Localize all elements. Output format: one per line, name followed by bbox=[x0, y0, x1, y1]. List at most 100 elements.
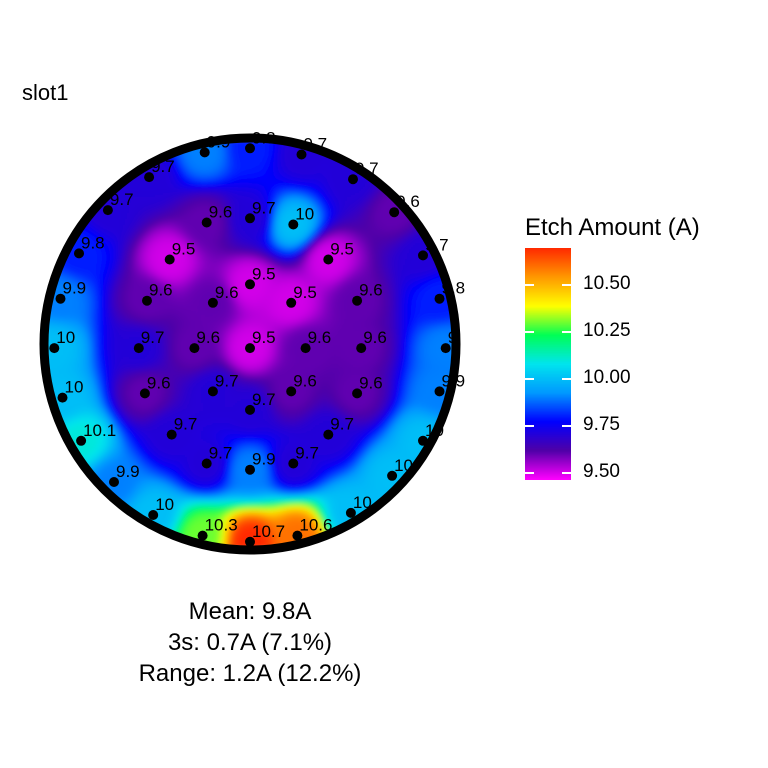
measurement-label: 9.6 bbox=[196, 328, 220, 347]
measurement-point bbox=[286, 297, 297, 308]
measurement-label: 9.7 bbox=[252, 198, 276, 217]
measurement-point bbox=[199, 147, 210, 158]
measurement-label: 9.9 bbox=[252, 450, 276, 469]
measurement-label: 9.6 bbox=[215, 283, 239, 302]
measurement-points bbox=[49, 143, 451, 547]
legend-tick-label: 10.25 bbox=[583, 320, 631, 342]
measurement-label: 9.6 bbox=[308, 328, 332, 347]
measurement-label: 9.5 bbox=[293, 283, 317, 302]
legend-title: Etch Amount (A) bbox=[525, 214, 700, 241]
measurement-point bbox=[300, 343, 311, 354]
measurement-labels: 9.8 9.9 9.7 9.7 9.7 9.7 9.6 9.8 9.7 9.9 9.8 10 9 10 9.… bbox=[56, 128, 466, 541]
measurement-point bbox=[201, 458, 212, 469]
legend-colorbar bbox=[525, 248, 571, 480]
legend-tick-label: 10.00 bbox=[583, 367, 631, 388]
measurement-point bbox=[55, 293, 66, 304]
legend-tick-label: 9.75 bbox=[583, 413, 620, 435]
measurement-point bbox=[440, 343, 451, 354]
measurement-label: 9.5 bbox=[252, 328, 276, 347]
measurement-label: 9.5 bbox=[252, 264, 276, 283]
measurement-point bbox=[201, 217, 212, 228]
measurement-label: 9.7 bbox=[209, 444, 233, 463]
measurement-point bbox=[245, 343, 255, 354]
stat-range: Range: 1.2A (12.2%) bbox=[138, 660, 362, 687]
measurement-label: 9.6 bbox=[359, 281, 383, 300]
measurement-point bbox=[286, 386, 297, 397]
legend-tick-label: 9.50 bbox=[583, 460, 620, 482]
measurement-label: 9.6 bbox=[359, 373, 383, 392]
measurement-label: 9.7 bbox=[330, 415, 354, 434]
measurement-label: 9.7 bbox=[141, 328, 165, 347]
stats-summary: Mean: 9.8A 3s: 0.7A (7.1%) Range: 1.2A (… bbox=[0, 596, 500, 689]
measurement-point bbox=[348, 174, 358, 185]
measurement-point bbox=[164, 254, 175, 265]
measurement-point bbox=[245, 213, 255, 224]
measurement-point bbox=[197, 530, 208, 541]
measurement-point bbox=[292, 530, 303, 541]
measurement-label: 10 bbox=[56, 328, 75, 347]
measurement-label: 9.8 bbox=[252, 128, 276, 147]
measurement-label: 10.1 bbox=[83, 421, 116, 440]
measurement-label: 10 bbox=[425, 421, 444, 440]
measurement-label: 10.6 bbox=[299, 516, 332, 535]
measurement-point bbox=[245, 143, 255, 154]
measurement-label: 9.7 bbox=[355, 159, 379, 178]
measurement-point bbox=[352, 295, 363, 306]
measurement-point bbox=[245, 536, 255, 547]
measurement-point bbox=[76, 435, 87, 446]
measurement-point bbox=[207, 297, 218, 308]
measurement-point bbox=[74, 248, 84, 259]
measurement-label: 9.7 bbox=[174, 415, 198, 434]
measurement-point bbox=[189, 343, 200, 354]
measurement-point bbox=[133, 343, 144, 354]
measurement-label: 9.6 bbox=[396, 192, 420, 211]
measurement-label: 9.9 bbox=[63, 279, 87, 298]
measurement-point bbox=[345, 507, 356, 518]
measurement-point bbox=[387, 470, 398, 481]
measurement-point bbox=[207, 386, 218, 397]
measurement-point bbox=[434, 386, 445, 397]
measurement-label: 9.7 bbox=[151, 157, 175, 176]
measurement-label: 9.8 bbox=[81, 233, 105, 252]
measurement-label: 9.5 bbox=[172, 240, 196, 259]
measurement-label: 9.7 bbox=[295, 444, 319, 463]
measurement-point bbox=[296, 149, 307, 160]
measurement-label: 10.7 bbox=[252, 522, 285, 541]
measurement-point bbox=[245, 279, 255, 290]
measurement-label: 9.6 bbox=[149, 281, 173, 300]
measurement-label: 9.6 bbox=[209, 203, 233, 222]
measurement-label: 10 bbox=[155, 495, 174, 514]
measurement-label: 10.3 bbox=[205, 516, 238, 535]
measurement-label: 9.8 bbox=[442, 279, 466, 298]
measurement-label: 9.7 bbox=[110, 190, 134, 209]
measurement-label: 9.7 bbox=[304, 135, 328, 154]
measurement-point bbox=[109, 477, 119, 487]
measurement-point bbox=[352, 388, 363, 399]
measurement-point bbox=[166, 429, 177, 440]
measurement-point bbox=[57, 392, 68, 403]
measurement-label: 9.6 bbox=[293, 371, 317, 390]
chart-title: slot1 bbox=[22, 80, 69, 105]
measurement-point bbox=[356, 343, 367, 354]
wafer-outline bbox=[39, 133, 461, 555]
measurement-point bbox=[49, 343, 60, 354]
measurement-label: 9.6 bbox=[147, 373, 171, 392]
legend-tick-label: 10.50 bbox=[583, 273, 631, 295]
measurement-point bbox=[288, 219, 299, 230]
measurement-point bbox=[288, 458, 299, 469]
measurement-point bbox=[389, 207, 400, 218]
measurement-label: 10 bbox=[295, 205, 314, 224]
measurement-point bbox=[323, 429, 334, 440]
measurement-point bbox=[142, 295, 152, 306]
measurement-label: 10 bbox=[65, 378, 84, 397]
measurement-label: 9.5 bbox=[330, 240, 354, 259]
measurement-label: 9.7 bbox=[215, 371, 239, 390]
measurement-point bbox=[139, 388, 150, 399]
measurement-label: 10 bbox=[353, 493, 372, 512]
measurement-point bbox=[144, 172, 155, 183]
measurement-point bbox=[245, 464, 255, 475]
measurement-label: 9.7 bbox=[252, 390, 276, 409]
measurement-label: 9.9 bbox=[207, 132, 231, 151]
measurement-label: 9.7 bbox=[425, 235, 449, 254]
